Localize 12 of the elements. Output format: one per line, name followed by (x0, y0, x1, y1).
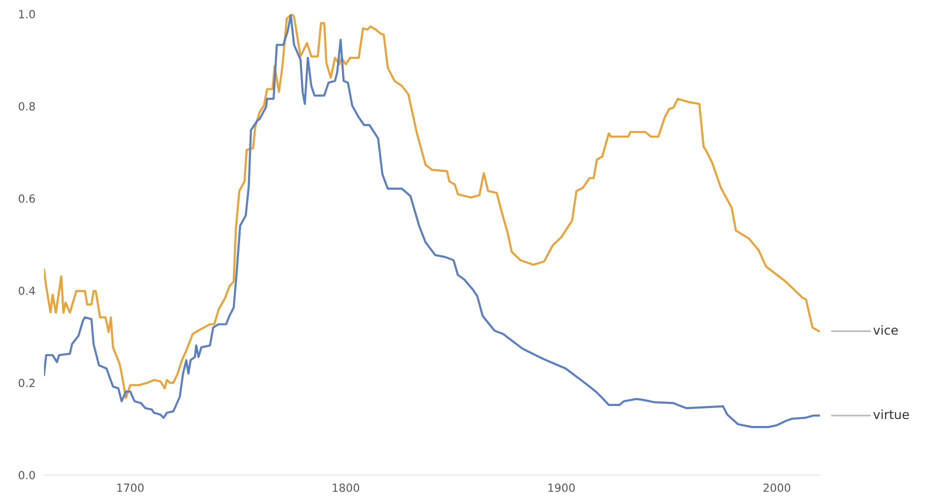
x-tick-label: 1800 (332, 484, 360, 492)
text: virtue (873, 409, 909, 420)
y-tick-label: 0.2 (18, 378, 35, 388)
y-tick-label: 1.0 (19, 10, 35, 18)
text: vice (873, 325, 898, 335)
x-tick-label: 1900 (548, 484, 575, 492)
y-tick-label: 0.4 (18, 286, 36, 295)
y-tick-label: 0.0 (18, 470, 35, 480)
y-tick-label: 0.6 (18, 194, 35, 203)
y-tick-label: 0.8 (18, 102, 35, 111)
x-tick-label: 1700 (117, 484, 144, 492)
x-tick-label: 2000 (764, 484, 790, 492)
